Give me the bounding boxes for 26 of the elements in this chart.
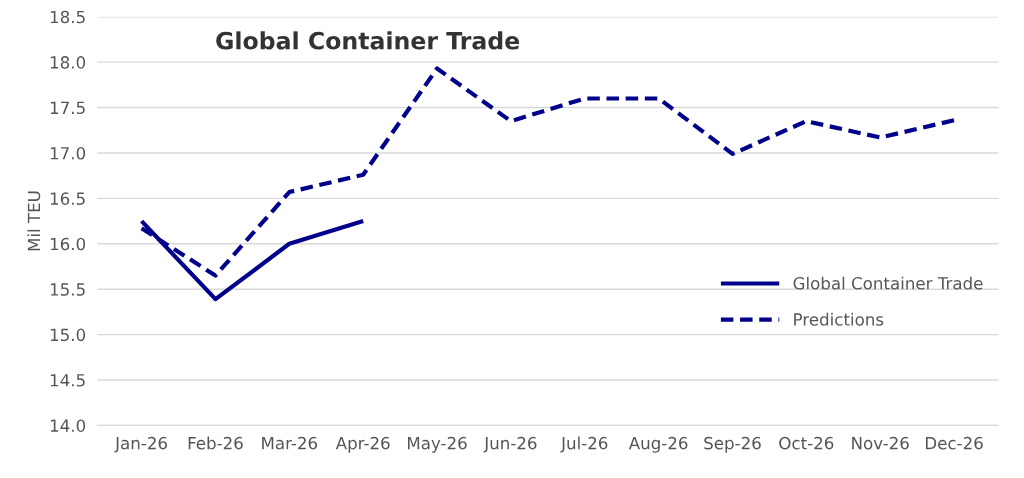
x-tick-label: Jun-26 (483, 436, 537, 453)
x-tick-label: Feb-26 (188, 436, 243, 450)
y-tick-label: 17.0 (50, 146, 86, 160)
y-tick-label: 17.5 (50, 101, 85, 115)
legend-label: Global Container Trade (793, 276, 983, 290)
x-tick-label: Nov-26 (852, 436, 909, 450)
y-tick-label: 18.0 (50, 56, 86, 69)
y-tick-label: 16.5 (50, 192, 85, 205)
x-tick-label: Sep-26 (704, 436, 761, 453)
legend-label: Predictions (794, 312, 884, 326)
x-tick-label: Mar-26 (262, 436, 318, 450)
y-tick-label: 18.5 (50, 10, 85, 24)
x-tick-label: Dec-26 (925, 436, 983, 450)
x-tick-label: Oct-26 (779, 436, 834, 450)
y-tick-label: 16.0 (50, 237, 86, 251)
y-tick-label: 15.5 (50, 283, 85, 296)
y-axis-title: Mil TEU (27, 191, 41, 251)
y-tick-label: 14.5 (50, 374, 85, 387)
x-tick-label: Apr-26 (335, 436, 390, 453)
y-tick-label: 14.0 (50, 419, 86, 432)
y-tick-label: 15.0 (50, 328, 86, 342)
x-tick-label: Jul-26 (560, 436, 608, 453)
text: Global Container Trade (216, 31, 520, 50)
x-tick-label: Jan-26 (114, 436, 167, 453)
x-tick-label: May-26 (407, 436, 467, 453)
x-tick-label: Aug-26 (628, 436, 688, 453)
